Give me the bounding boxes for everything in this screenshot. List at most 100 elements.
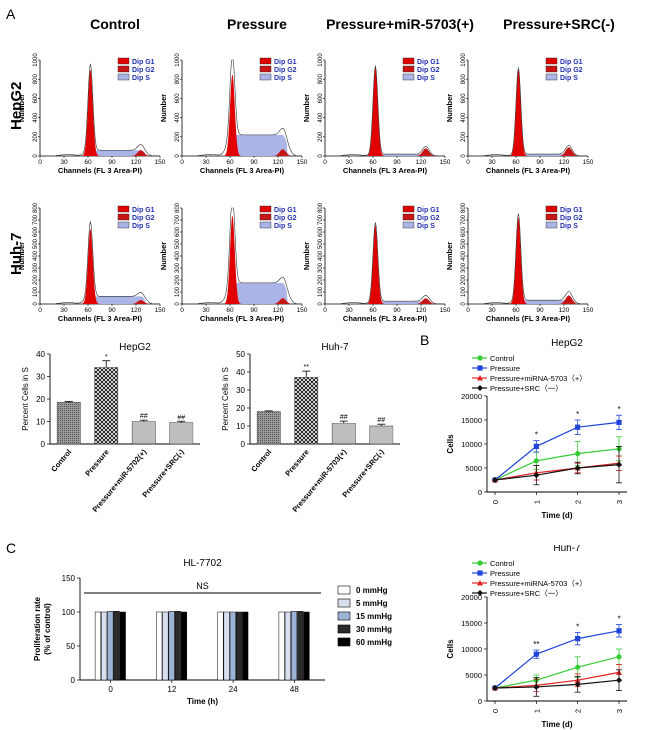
- histogram-x-tick-label: 90: [536, 307, 544, 314]
- legend-swatch: [117, 221, 130, 229]
- growth-title: HepG2: [551, 338, 583, 349]
- legend-swatch: [117, 205, 130, 213]
- hl7702-bar: [107, 611, 114, 681]
- histogram-outline: [483, 67, 588, 157]
- legend-label: Dip S: [132, 75, 150, 82]
- hl7702-legend-swatch: [337, 624, 351, 634]
- histogram-y-tick-label: 200: [318, 131, 324, 142]
- legend-label: Dip G2: [132, 215, 155, 222]
- growth-x-axis-title: Time (d): [542, 720, 573, 729]
- series-line: [494, 656, 620, 689]
- histogram-y-axis-title: Number: [17, 94, 26, 122]
- hl7702-legend-label: 30 mmHg: [356, 625, 392, 634]
- histogram-y-tick-label: 100: [461, 286, 467, 297]
- bar-chart-y-tick-label: 40: [36, 350, 45, 359]
- data-point: [574, 465, 581, 471]
- significance-mark: *: [617, 405, 620, 414]
- series-line: [494, 630, 620, 689]
- hl7702-bar: [284, 611, 291, 681]
- legend-label: Dip G2: [417, 215, 440, 222]
- growth-y-tick-label: 15000: [461, 416, 482, 425]
- legend-swatch: [402, 213, 415, 221]
- growth-x-tick-label: 1: [532, 500, 541, 504]
- histogram-y-tick-label: 700: [33, 214, 39, 225]
- data-point: [616, 628, 622, 634]
- legend-label: Dip G1: [560, 207, 583, 214]
- data-point: [533, 651, 539, 657]
- series-square: * * *: [492, 405, 622, 483]
- histogram-x-tick-label: 0: [323, 307, 327, 314]
- bar-2: [331, 423, 356, 445]
- bar-3: [169, 422, 194, 445]
- dip-g2-peak: [131, 300, 151, 304]
- legend-label: Pressure: [490, 569, 520, 578]
- histogram-x-tick-label: 90: [250, 307, 258, 314]
- histogram-x-tick-label: 0: [323, 159, 327, 166]
- legend-label: Pressure+SRC（一）: [490, 589, 563, 598]
- data-point: [477, 580, 483, 586]
- hl7702-legend-label: 60 mmHg: [356, 638, 392, 647]
- histogram-y-axis-title: Number: [302, 94, 311, 122]
- histogram-y-tick-label: 800: [33, 74, 39, 85]
- data-point: [616, 654, 622, 660]
- bar-category-label: Control: [249, 448, 273, 474]
- data-point: [533, 683, 540, 690]
- bar-chart-y-tick-label: 10: [36, 418, 45, 427]
- histogram-x-axis-title: Channels (FL 3 Area-PI): [58, 314, 143, 323]
- bar-chart-y-tick-label: 20: [236, 404, 245, 413]
- histogram-x-tick-label: 0: [38, 307, 42, 314]
- histogram-y-tick-label: 400: [318, 112, 324, 123]
- hl7702-y-axis-title: Proliferation rate: [33, 596, 42, 661]
- bar-1: [94, 367, 119, 445]
- legend-swatch: [402, 73, 415, 81]
- significance-mark: *: [535, 431, 538, 440]
- hl7702-legend-swatch: [337, 585, 351, 595]
- dip-s-region: [513, 154, 574, 156]
- significance-mark: ##: [340, 414, 348, 421]
- histogram-x-tick-label: 90: [393, 307, 401, 314]
- bar-category-label: Control: [49, 448, 73, 474]
- hl7702-legend-label: 0 mmHg: [356, 586, 388, 595]
- legend-label: Dip G1: [417, 207, 440, 214]
- growth-x-axis-title: Time (d): [542, 511, 573, 520]
- panel-c-letter: C: [6, 540, 17, 556]
- histogram-y-tick-label: 0: [461, 154, 467, 158]
- hl7702-proliferation-chart: HL-7702 0 50 100 150 Proliferation rate (% of …: [33, 558, 392, 706]
- legend-label: Dip S: [560, 75, 578, 82]
- histogram-y-tick-label: 500: [461, 238, 467, 249]
- data-point: [616, 419, 622, 425]
- hl7702-bar: [156, 611, 163, 681]
- growth-x-tick-label: 0: [491, 709, 500, 713]
- bar-category-label: Pressure: [83, 448, 111, 478]
- dip-s-region: [85, 150, 146, 156]
- hl7702-legend-swatch: [337, 637, 351, 647]
- histogram-y-tick-label: 0: [175, 154, 181, 158]
- bar-category-label: Pressure: [283, 448, 311, 478]
- histogram-x-tick-label: 90: [108, 307, 116, 314]
- hl7702-x-axis-title: Time (h): [187, 697, 218, 706]
- data-point: [575, 424, 581, 430]
- histogram-x-tick-label: 120: [131, 307, 142, 314]
- histogram-x-tick-label: 30: [202, 307, 210, 314]
- growth-y-tick-label: 20000: [461, 593, 482, 602]
- huh7-s-phase-bar-chart: Huh-7 0 10 20 30 40 50 Percent Cells in S Contro…: [221, 342, 400, 514]
- histogram-y-tick-label: 500: [318, 238, 324, 249]
- histogram-x-tick-label: 30: [488, 307, 496, 314]
- column-title-control: Control: [90, 16, 140, 32]
- histogram-y-tick-label: 600: [318, 226, 324, 237]
- legend-label: Dip S: [274, 223, 292, 230]
- hl7702-x-tick-label: 0: [108, 685, 113, 694]
- legend-label: Dip G2: [417, 67, 440, 74]
- series-line: [494, 462, 620, 481]
- panel-b-letter: B: [420, 332, 430, 348]
- histogram-y-tick-label: 800: [318, 74, 324, 85]
- significance-mark: **: [304, 364, 310, 371]
- dip-s-region: [85, 296, 146, 304]
- hl7702-y-tick-label: 150: [62, 574, 76, 583]
- histogram-y-tick-label: 400: [175, 112, 181, 123]
- histogram-y-tick-label: 1000: [318, 53, 324, 67]
- histogram-x-tick-label: 150: [155, 159, 166, 166]
- histogram-x-tick-label: 90: [250, 159, 258, 166]
- hl7702-legend-swatch: [337, 611, 351, 621]
